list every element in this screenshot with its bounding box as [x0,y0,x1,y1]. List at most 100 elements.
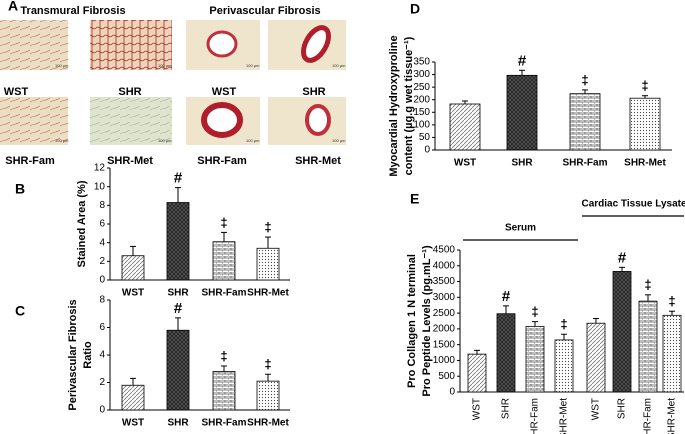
x-tick-label: SHR-Fam [201,288,246,299]
bar [212,371,236,411]
scale-bar: 100 µm [332,138,346,143]
y-tick-label: 8 [99,295,105,306]
bar [467,353,487,393]
scale-bar: 100 µm [158,138,172,143]
micrograph [0,20,68,70]
bar [629,97,661,151]
image-label: SHR-Fam [5,155,55,167]
y-tick-label: 2500 [433,308,456,319]
y-axis-label: Stained Area (%) [76,180,88,267]
y-tick-label: 500 [438,371,455,382]
image-label: WST [212,86,237,98]
image-label: SHR-Met [107,155,153,167]
bar [256,247,280,281]
x-tick-label: SHR [501,398,512,419]
y-axis-label: content (µg.g wet tissue⁻¹) [403,36,415,175]
annotation: ‡ [264,220,271,235]
panel-letter: D [410,1,420,17]
bar [554,339,574,393]
x-tick-label: SHR-Fam [530,398,541,434]
y-tick-label: 12 [94,163,106,174]
bar [506,74,538,151]
x-tick-label: WST [122,418,144,429]
scale-bar: 100 µm [246,63,260,68]
annotation: # [502,288,511,305]
scale-bar: 100 µm [55,63,69,68]
micrograph [90,97,172,145]
y-tick-label: 150 [413,107,430,118]
image-label: SHR-Fam [197,155,247,167]
x-tick-label: SHR [167,288,189,299]
x-tick-label: SHR [617,398,628,419]
bar [166,202,190,281]
y-tick-label: 4 [99,237,105,248]
scale-bar: 100 µm [332,63,346,68]
annotation: ‡ [641,78,648,93]
bar [121,255,145,281]
annotation: ‡ [220,215,227,230]
x-tick-label: SHR-Fam [201,418,246,429]
annotation: ‡ [560,317,567,332]
bar [121,384,145,411]
y-tick-label: 250 [413,82,430,93]
scale-bar: 100 µm [246,138,260,143]
scale-bar: 100 µm [158,63,172,68]
vessel [305,104,331,136]
bar [638,300,658,393]
y-tick-label: 100 [413,119,430,130]
y-tick-label: 2 [99,256,105,267]
bar [662,314,682,393]
y-tick-label: 4 [99,350,105,361]
scale-bar: 100 µm [55,138,69,143]
annotation: ‡ [220,348,227,363]
annotation: # [174,300,183,317]
y-tick-label: 0 [99,275,105,286]
annotation: # [174,170,183,187]
y-tick-label: 2 [99,377,105,388]
x-tick-label: SHR [167,418,189,429]
y-tick-label: 6 [99,219,105,230]
group-label: Serum [505,223,536,234]
annotation: ‡ [581,72,588,87]
bar [449,103,481,151]
y-tick-label: 8 [99,200,105,211]
image-label: WST [4,86,29,98]
y-tick-label: 1500 [433,339,456,350]
y-tick-label: 4000 [433,260,456,271]
bar [212,241,236,281]
bar [612,271,632,393]
x-tick-label: SHR-Fam [643,398,654,434]
bar [256,380,280,411]
panel-letter: A [8,0,18,14]
y-tick-label: 0 [99,405,105,416]
x-tick-label: SHR-Met [247,288,289,299]
vessel [301,25,331,63]
y-axis-label: Pro Peptide Levels (pg.mL⁻¹) [421,245,433,397]
y-tick-label: 3500 [433,276,456,287]
y-tick-label: 50 [419,132,431,143]
x-tick-label: SHR-Met [624,158,666,169]
bar [586,322,606,393]
bar [496,313,516,393]
bar [525,325,545,393]
y-tick-label: 1000 [433,355,456,366]
x-tick-label: WST [591,398,602,420]
y-tick-label: 0 [449,387,455,398]
y-tick-label: 200 [413,94,430,105]
bar [166,329,190,411]
panel-letter: B [15,181,25,197]
image-label: SHR [118,86,141,98]
x-tick-label: SHR-Met [247,418,289,429]
x-tick-label: SHR-Fam [562,158,607,169]
y-tick-label: 2000 [433,324,456,335]
heading: Transmural Fibrosis [20,5,125,17]
micrograph [90,20,172,70]
group-label: Cardiac Tissue Lysate [581,199,685,210]
bar [569,93,601,151]
y-axis-label: Ratio [82,341,94,369]
annotation: ‡ [264,357,271,372]
panel-letter: C [15,303,25,319]
y-tick-label: 0 [424,145,430,156]
annotation: ‡ [644,277,651,292]
